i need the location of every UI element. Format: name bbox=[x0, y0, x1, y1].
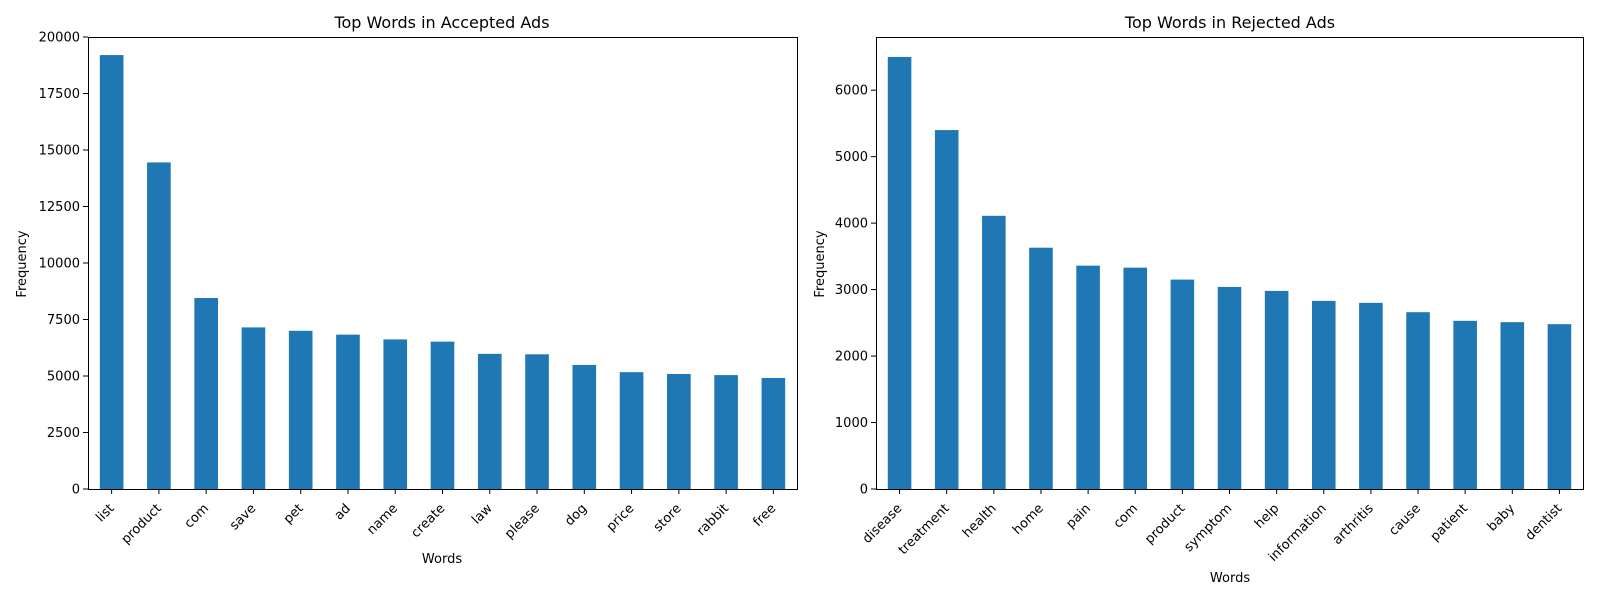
bars bbox=[887, 56, 1572, 489]
x-tick-label: please bbox=[502, 501, 543, 542]
x-tick-label: dog bbox=[562, 501, 590, 529]
bar-price bbox=[619, 372, 644, 489]
x-tick-label: symptom bbox=[1182, 501, 1236, 555]
x-tick-label: store bbox=[651, 501, 685, 535]
chart-title: Top Words in Accepted Ads bbox=[333, 13, 549, 32]
bar-free bbox=[761, 378, 786, 489]
y-tick-label: 2000 bbox=[835, 350, 868, 365]
bar-home bbox=[1029, 247, 1053, 489]
x-tick-label: disease bbox=[860, 501, 906, 547]
bar-product bbox=[1170, 279, 1195, 489]
bar-create bbox=[430, 341, 455, 489]
x-tick-label: help bbox=[1252, 501, 1282, 531]
bar-ad bbox=[336, 334, 360, 489]
bar-pain bbox=[1076, 265, 1100, 489]
x-tick-label: baby bbox=[1485, 501, 1519, 535]
bar-store bbox=[667, 373, 691, 489]
y-tick-label: 7500 bbox=[47, 313, 80, 328]
y-tick-label: 0 bbox=[72, 483, 80, 498]
y-tick-label: 15000 bbox=[39, 144, 80, 159]
y-tick-label: 4000 bbox=[835, 217, 868, 232]
plot-frame bbox=[876, 37, 1584, 490]
x-axis-label: Words bbox=[1210, 571, 1250, 586]
bar-disease bbox=[887, 56, 912, 489]
y-tick-label: 20000 bbox=[39, 31, 80, 46]
bar-please bbox=[525, 354, 549, 489]
bar-rabbit bbox=[714, 375, 738, 489]
x-tick-label: dentist bbox=[1523, 501, 1565, 543]
x-tick-label: list bbox=[93, 501, 117, 525]
y-tick-label: 12500 bbox=[39, 200, 80, 215]
x-tick-label: name bbox=[364, 501, 401, 538]
chart-title: Top Words in Rejected Ads bbox=[1124, 13, 1335, 32]
x-tick-label: arthritis bbox=[1330, 501, 1377, 548]
x-tick-label: health bbox=[960, 501, 1000, 541]
x-tick-label: treatment bbox=[896, 501, 953, 558]
x-tick-label: price bbox=[604, 501, 637, 534]
y-axis-label: Frequency bbox=[15, 230, 30, 297]
chart-accepted-ads: Top Words in Accepted Ads Frequency Word… bbox=[15, 13, 798, 567]
x-ticks: list product com save pet ad name create law plea… bbox=[93, 489, 779, 547]
x-tick-label: save bbox=[227, 501, 259, 533]
bar-com bbox=[1123, 267, 1148, 489]
bar-law bbox=[477, 353, 502, 489]
bar-treatment bbox=[934, 130, 959, 489]
x-tick-label: product bbox=[1142, 501, 1188, 547]
bar-cause bbox=[1406, 312, 1430, 489]
x-tick-label: pet bbox=[281, 501, 307, 527]
x-tick-label: com bbox=[1111, 501, 1141, 531]
bar-baby bbox=[1500, 322, 1525, 489]
y-ticks: 0 2500 5000 7500 10000 12500 15000 17500 20000 bbox=[39, 31, 88, 498]
bar-patient bbox=[1453, 320, 1477, 489]
bar-information bbox=[1311, 300, 1336, 489]
bar-health bbox=[982, 215, 1006, 489]
bar-product bbox=[147, 162, 171, 489]
y-tick-label: 5000 bbox=[835, 150, 868, 165]
y-tick-label: 5000 bbox=[47, 370, 80, 385]
bar-help bbox=[1264, 290, 1289, 489]
y-tick-label: 2500 bbox=[47, 426, 80, 441]
bar-symptom bbox=[1217, 286, 1242, 489]
bar-name bbox=[383, 339, 408, 489]
y-tick-label: 17500 bbox=[39, 87, 80, 102]
x-tick-label: rabbit bbox=[694, 501, 732, 539]
y-ticks: 0 1000 2000 3000 4000 5000 6000 bbox=[835, 84, 876, 498]
x-tick-label: product bbox=[119, 501, 165, 547]
x-tick-label: ad bbox=[332, 501, 354, 523]
bar-pet bbox=[288, 330, 313, 489]
y-tick-label: 3000 bbox=[835, 283, 868, 298]
x-tick-label: com bbox=[182, 501, 212, 531]
x-tick-label: law bbox=[469, 501, 496, 528]
y-tick-label: 10000 bbox=[39, 257, 80, 272]
x-tick-label: home bbox=[1010, 501, 1047, 538]
x-tick-label: create bbox=[409, 501, 449, 541]
bar-com bbox=[194, 298, 218, 489]
bar-dog bbox=[572, 364, 597, 489]
x-tick-label: cause bbox=[1386, 501, 1424, 539]
bar-save bbox=[241, 327, 266, 489]
bar-list bbox=[99, 55, 124, 489]
y-tick-label: 6000 bbox=[835, 84, 868, 99]
bars bbox=[99, 55, 786, 489]
bar-arthritis bbox=[1359, 302, 1383, 489]
x-tick-label: patient bbox=[1428, 501, 1471, 544]
x-axis-label: Words bbox=[422, 552, 462, 567]
x-tick-label: free bbox=[750, 501, 779, 530]
plot-frame bbox=[88, 37, 798, 490]
y-tick-label: 0 bbox=[860, 483, 868, 498]
y-axis-label: Frequency bbox=[813, 230, 828, 297]
x-tick-label: pain bbox=[1063, 501, 1093, 531]
bar-dentist bbox=[1547, 324, 1572, 489]
chart-rejected-ads: Top Words in Rejected Ads Frequency Word… bbox=[813, 13, 1584, 586]
y-tick-label: 1000 bbox=[835, 416, 868, 431]
